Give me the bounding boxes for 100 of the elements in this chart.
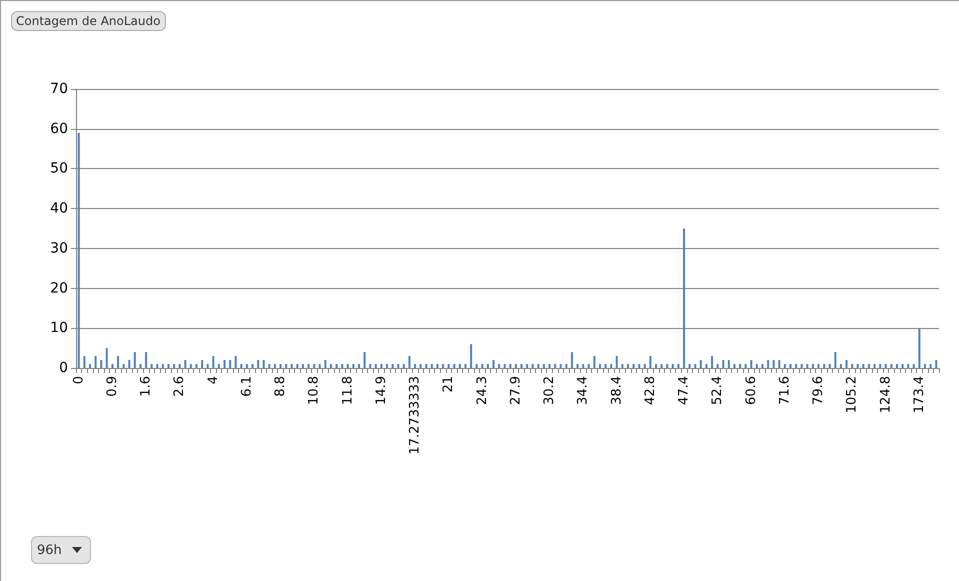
- x-tick-label: 8.8: [273, 376, 288, 397]
- bar: [912, 364, 915, 368]
- bar: [554, 364, 556, 368]
- bar: [694, 364, 696, 368]
- bar: [840, 364, 842, 368]
- bar: [330, 364, 332, 368]
- bar: [846, 360, 848, 368]
- bar: [408, 356, 410, 368]
- bar: [358, 364, 360, 368]
- bar: [638, 364, 640, 368]
- bar: [336, 364, 338, 368]
- bar: [425, 364, 428, 368]
- bar: [78, 132, 80, 368]
- bar: [139, 364, 142, 368]
- bar: [83, 356, 86, 368]
- text: 96h: [37, 542, 62, 558]
- x-tick-label: 173.4: [912, 376, 927, 414]
- bar: [862, 364, 864, 368]
- bar: [672, 364, 674, 368]
- x-tick-label: 0: [71, 376, 86, 384]
- x-tick-label: 14.9: [374, 376, 389, 405]
- bar: [733, 364, 736, 368]
- x-tick-label: 27.9: [508, 376, 524, 405]
- bar: [229, 360, 232, 368]
- bar: [448, 364, 450, 368]
- bar: [218, 364, 220, 368]
- bar: [728, 360, 730, 368]
- bar: [834, 352, 836, 368]
- bar: [296, 364, 298, 368]
- bar: [234, 356, 237, 368]
- bar: [420, 364, 422, 368]
- bar: [520, 364, 523, 368]
- bar: [442, 364, 444, 368]
- bar: [380, 364, 382, 368]
- bar: [879, 364, 882, 368]
- bar: [150, 364, 153, 368]
- bar: [364, 352, 366, 368]
- bar: [756, 364, 758, 368]
- bar: [711, 356, 714, 368]
- bar: [716, 364, 719, 368]
- bar: [514, 364, 517, 368]
- x-tick-label: 11.8: [340, 376, 356, 405]
- bar: [818, 364, 820, 368]
- bar: [470, 344, 472, 368]
- chart-title: Contagem de AnoLaudo: [16, 14, 160, 28]
- x-tick-label: 30.2: [542, 376, 558, 405]
- x-tick-label: 21: [441, 376, 456, 393]
- bar: [212, 356, 214, 368]
- y-tick-label: 40: [50, 200, 68, 217]
- x-tick-label: 105.2: [844, 376, 860, 414]
- bar: [173, 364, 176, 368]
- x-tick-label: 47.4: [676, 376, 692, 405]
- y-tick-label: 20: [50, 280, 68, 296]
- bar: [851, 364, 854, 368]
- bar: [761, 364, 764, 368]
- x-tick-label: 52.4: [710, 376, 726, 405]
- bar: [352, 364, 354, 368]
- x-tick-label: 42.8: [642, 376, 658, 405]
- bar: [800, 364, 803, 368]
- bar: [190, 364, 192, 368]
- bar: [374, 364, 377, 368]
- bar: [767, 360, 770, 368]
- x-tick-label: 38.4: [609, 376, 624, 405]
- bar: [94, 356, 97, 368]
- bar: [677, 364, 680, 368]
- bar: [812, 364, 814, 368]
- bar: [700, 360, 702, 368]
- bar: [884, 364, 887, 368]
- bar: [117, 356, 120, 368]
- y-tick-label: 10: [50, 320, 68, 336]
- bar: [532, 364, 534, 368]
- bar: [128, 360, 130, 368]
- bar: [436, 364, 438, 368]
- bar: [498, 364, 500, 368]
- bar: [504, 364, 506, 368]
- bar: [252, 364, 254, 368]
- bar: [683, 228, 686, 368]
- bar: [167, 364, 170, 368]
- bar: [346, 364, 349, 368]
- bar: [178, 364, 181, 368]
- bar: [739, 364, 742, 368]
- bar: [660, 364, 663, 368]
- bar: [308, 364, 310, 368]
- bar: [386, 364, 388, 368]
- bar: [369, 364, 372, 368]
- bar: [313, 364, 316, 368]
- bar: [548, 364, 551, 368]
- bar: [156, 364, 158, 368]
- bar: [778, 360, 780, 368]
- x-tick-label: 1.6: [138, 376, 154, 397]
- bar: [896, 364, 898, 368]
- bar: [100, 360, 102, 368]
- bar: [162, 364, 164, 368]
- bar: [526, 364, 528, 368]
- bar: [464, 364, 466, 368]
- bar: [604, 364, 607, 368]
- y-tick-label: 70: [50, 81, 68, 97]
- bar: [509, 364, 512, 368]
- bar: [392, 364, 394, 368]
- bar: [122, 364, 125, 368]
